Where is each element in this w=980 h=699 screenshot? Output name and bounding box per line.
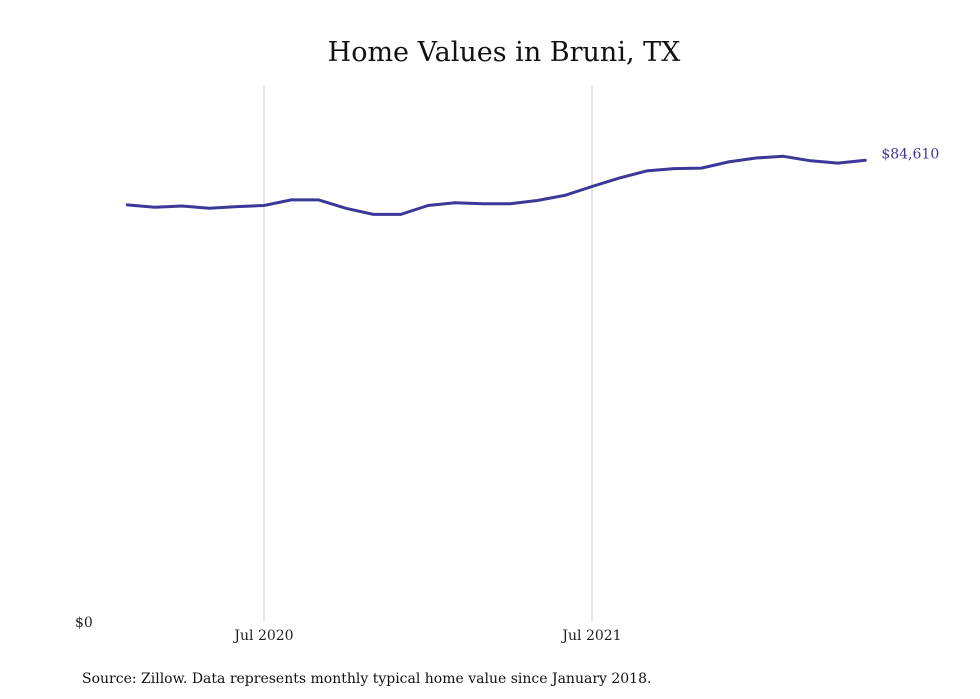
series-line [125,154,867,216]
data-labels: $84,610 [881,146,939,162]
x-tick-label: Jul 2021 [560,628,621,644]
series-layer [125,154,867,216]
x-tick-label: Jul 2020 [232,628,293,644]
chart-title: Home Values in Bruni, TX [328,37,681,68]
y-tick-label: $0 [75,615,93,631]
end-value-label: $84,610 [881,146,939,162]
axis-ticks: Jul 2020 Jul 2021 $0 [75,615,622,644]
source-note: Source: Zillow. Data represents monthly … [82,671,651,687]
gridlines [263,86,593,622]
